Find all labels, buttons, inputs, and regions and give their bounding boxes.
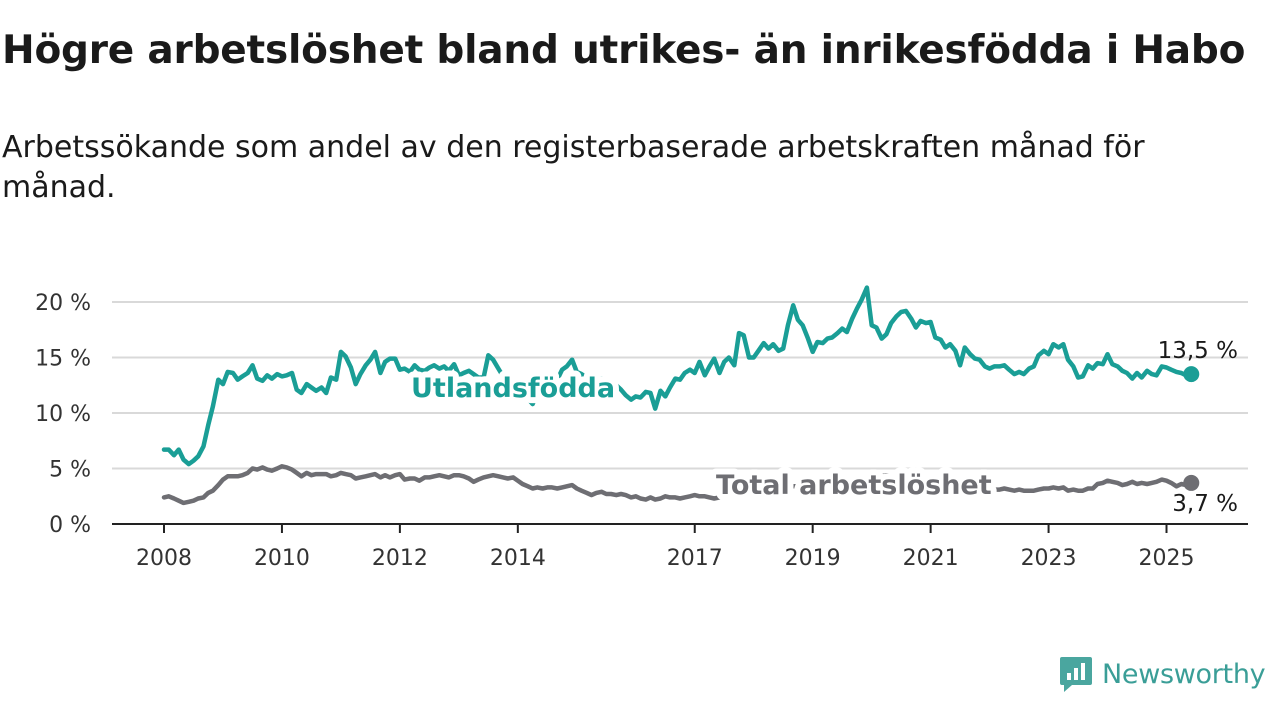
y-tick-label: 0 % (49, 513, 91, 538)
total-arbetsl-shet-line (161, 464, 1194, 506)
chart-title: Högre arbetslöshet bland utrikes- än inr… (2, 28, 1246, 73)
newsworthy-brand: Newsworthy (1058, 654, 1266, 694)
total-arbetsl-shet-series-label: Total arbetslöshet (716, 470, 992, 501)
x-tick-label: 2025 (1139, 546, 1195, 571)
series-labels: 13,5 % 3,7 % Utlandsfödda Total arbetslöshe… (405, 338, 1238, 517)
y-axis-ticks: 0 % 5 % 10 % 15 % 20 % (35, 291, 91, 538)
total-arbetsl-shet-end-point (1183, 474, 1200, 491)
x-tick-label: 2012 (372, 546, 428, 571)
utlandsf-dda-series-label: Utlandsfödda (411, 373, 615, 404)
y-tick-label: 20 % (35, 291, 91, 316)
total-arbetsl-shet-end-label: 3,7 % (1172, 491, 1238, 517)
x-tick-label: 2008 (136, 546, 192, 571)
x-axis-ticks: 2008 2010 2012 2014 2017 2019 2021 2023 2025 (136, 524, 1195, 571)
gridlines (112, 301, 1248, 470)
y-tick-label: 10 % (35, 402, 91, 427)
y-tick-label: 15 % (35, 347, 91, 372)
utlandsf-dda-line (161, 285, 1194, 467)
x-tick-label: 2019 (785, 546, 841, 571)
brand-name: Newsworthy (1102, 658, 1266, 690)
y-tick-label: 5 % (49, 458, 91, 483)
x-tick-label: 2014 (490, 546, 546, 571)
series-lines (161, 285, 1200, 506)
x-tick-label: 2010 (254, 546, 310, 571)
utlandsf-dda-end-point (1183, 366, 1200, 383)
x-tick-label: 2021 (903, 546, 959, 571)
x-tick-label: 2017 (667, 546, 723, 571)
x-tick-label: 2023 (1021, 546, 1077, 571)
chart-subtitle: Arbetssökande som andel av den registerb… (2, 130, 1145, 205)
utlandsf-dda-end-label: 13,5 % (1158, 338, 1238, 364)
newsworthy-logo-icon (1060, 657, 1092, 692)
